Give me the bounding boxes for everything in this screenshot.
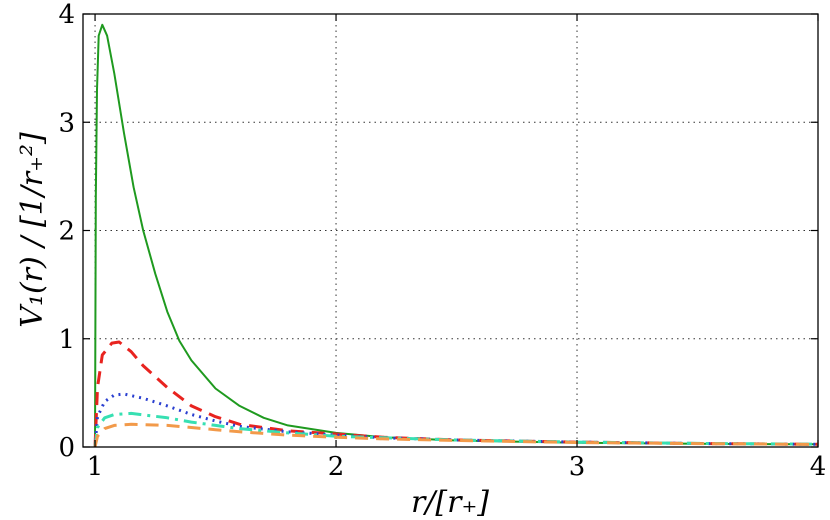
y-axis-label: V₁(r) / [1/r₊²] <box>15 132 50 328</box>
ticks <box>83 13 819 448</box>
x-tick-label: 4 <box>810 452 827 482</box>
x-axis-label: r/[r₊] <box>411 485 489 520</box>
grid <box>83 14 818 447</box>
y-tick-label: 0 <box>58 433 75 463</box>
y-tick-label: 3 <box>58 108 75 138</box>
series-line-5 <box>93 422 819 448</box>
x-tick-label: 1 <box>87 452 104 482</box>
y-tick-label: 1 <box>58 325 75 355</box>
x-tick-label: 2 <box>328 452 345 482</box>
series-group <box>93 23 819 448</box>
y-tick-label: 2 <box>58 217 75 247</box>
y-tick-label: 4 <box>58 0 75 30</box>
x-tick-label: 3 <box>569 452 586 482</box>
series-line-2 <box>93 340 819 448</box>
series-line-4 <box>93 411 819 448</box>
series-line-1 <box>94 23 819 448</box>
